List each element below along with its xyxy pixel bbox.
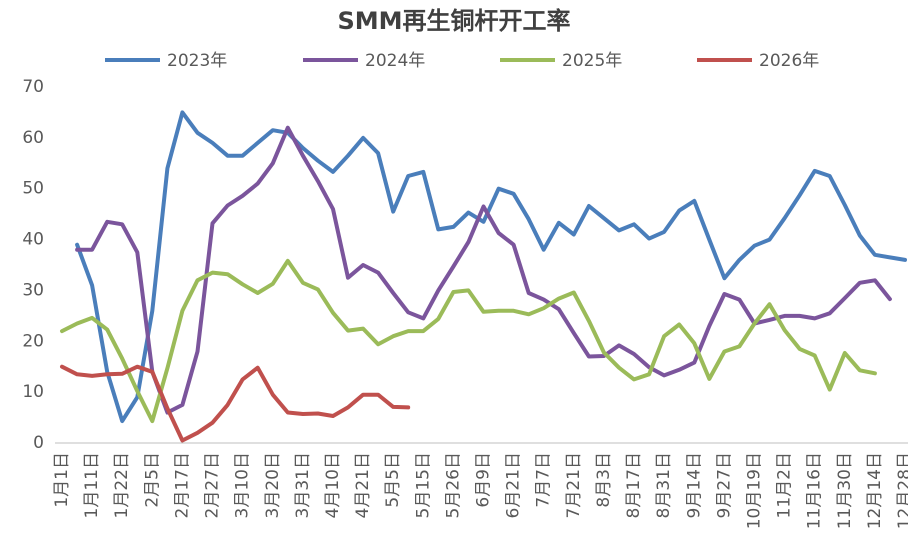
x-tick-label: 9月14日 <box>684 452 704 518</box>
x-tick-label: 8月3日 <box>594 452 614 508</box>
y-tick-label: 40 <box>22 230 44 250</box>
x-tick-label: 7月7日 <box>534 452 554 508</box>
x-tick-label: 11月2日 <box>775 452 795 518</box>
y-tick-label: 50 <box>22 179 44 199</box>
x-tick-label: 3月20日 <box>263 452 283 518</box>
x-tick-label: 5月15日 <box>413 452 433 518</box>
x-tick-label: 11月16日 <box>805 452 825 529</box>
x-tick-label: 9月27日 <box>714 452 734 518</box>
y-tick-label: 30 <box>22 280 44 300</box>
x-tick-label: 5月5日 <box>383 452 403 508</box>
y-tick-label: 70 <box>22 77 44 97</box>
x-tick-label: 1月11日 <box>82 452 102 518</box>
y-tick-label: 20 <box>22 331 44 351</box>
series-line <box>75 125 892 415</box>
x-tick-label: 3月31日 <box>293 452 313 518</box>
y-tick-label: 0 <box>33 433 44 453</box>
x-tick-label: 11月30日 <box>835 452 855 529</box>
x-tick-label: 5月26日 <box>443 452 463 518</box>
x-tick-label: 1月1日 <box>52 452 72 508</box>
x-tick-label: 12月28日 <box>895 452 908 529</box>
y-tick-label: 60 <box>22 128 44 148</box>
y-tick-label: 10 <box>22 382 44 402</box>
x-tick-label: 1月22日 <box>112 452 132 518</box>
legend-label: 2023年 <box>167 51 227 71</box>
series-line <box>60 364 411 443</box>
chart-title: SMM再生铜杆开工率 <box>337 7 570 35</box>
x-tick-label: 4月10日 <box>323 452 343 518</box>
x-tick-label: 2月27日 <box>203 452 223 518</box>
legend-label: 2025年 <box>562 51 622 71</box>
x-tick-label: 2月17日 <box>172 452 192 518</box>
x-tick-label: 6月21日 <box>504 452 524 518</box>
series-line <box>75 110 907 424</box>
x-tick-label: 4月21日 <box>353 452 373 518</box>
x-tick-label: 8月17日 <box>624 452 644 518</box>
legend-label: 2024年 <box>365 51 425 71</box>
x-tick-label: 3月10日 <box>233 452 253 518</box>
x-tick-label: 10月19日 <box>744 452 764 529</box>
series-line <box>60 258 877 424</box>
x-tick-label: 7月21日 <box>564 452 584 518</box>
x-tick-label: 12月14日 <box>865 452 885 529</box>
legend-label: 2026年 <box>759 51 819 71</box>
x-tick-label: 8月31日 <box>654 452 674 518</box>
x-tick-label: 6月9日 <box>474 452 494 508</box>
x-tick-label: 2月5日 <box>142 452 162 508</box>
